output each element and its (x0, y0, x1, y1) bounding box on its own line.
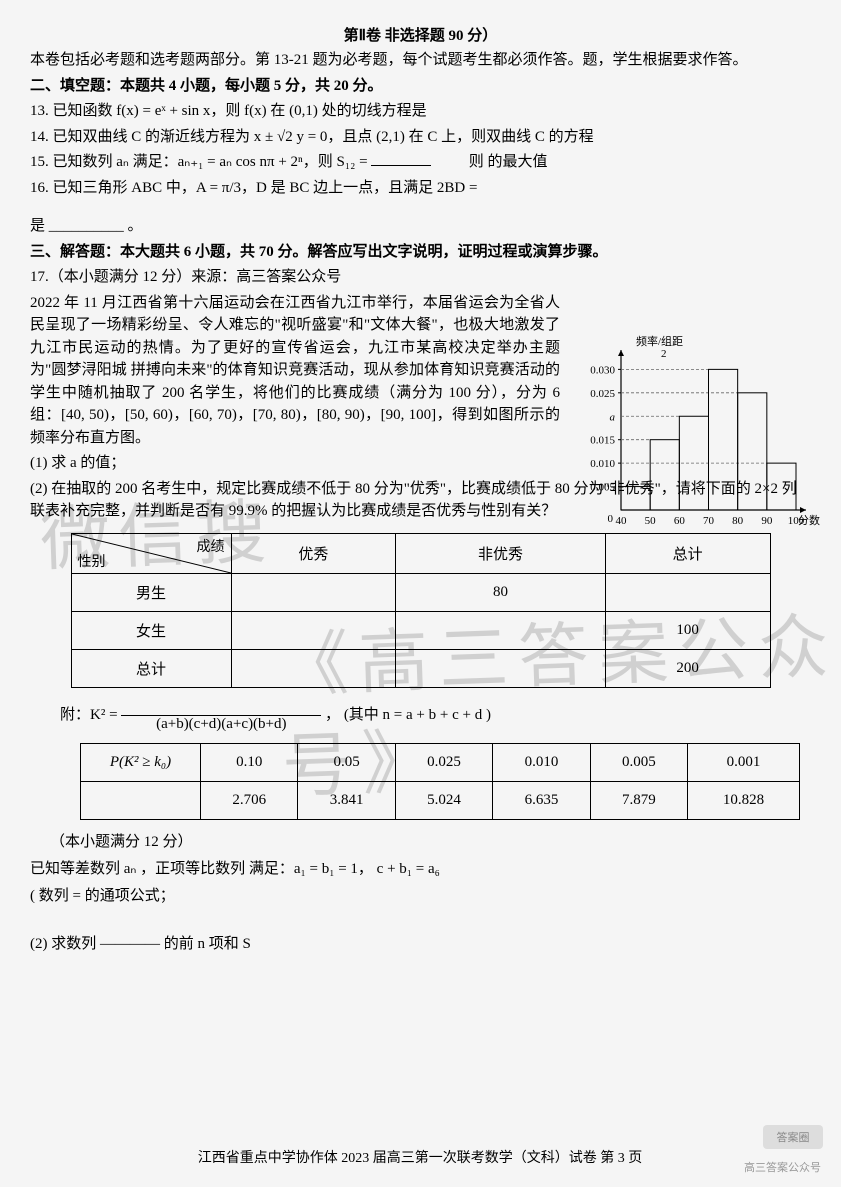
formula-denom: (a+b)(c+d)(a+c)(b+d) (152, 716, 290, 732)
svg-text:0.015: 0.015 (590, 435, 615, 447)
badge-corner: 答案圈 (763, 1125, 823, 1149)
svg-text:0.025: 0.025 (590, 388, 615, 400)
svg-text:60: 60 (674, 515, 686, 527)
corner-top: 成绩 (197, 536, 225, 556)
q18-points: （本小题满分 12 分） (50, 830, 811, 851)
col-header: 优秀 (231, 533, 396, 573)
svg-text:0.010: 0.010 (590, 458, 615, 470)
cell (605, 573, 770, 611)
section2-title: 二、填空题：本题共 4 小题，每小题 5 分，共 20 分。 (30, 75, 811, 98)
page-footer: 江西省重点中学协作体 2023 届高三第一次联考数学（文科）试卷 第 3 页 (30, 1147, 810, 1167)
svg-text:50: 50 (645, 515, 657, 527)
table-corner-cell: 成绩 性别 (71, 533, 231, 573)
contingency-table: 成绩 性别 优秀 非优秀 总计 男生 80 女生 100 总计 200 (71, 533, 771, 688)
col-header: 总计 (605, 533, 770, 573)
cell: 100 (605, 611, 770, 649)
q15-text-a: 15. 已知数列 aₙ 满足：aₙ₊₁ = aₙ cos nπ + 2ⁿ，则 S… (30, 154, 371, 170)
q17-text: 2022 年 11 月江西省第十六届运动会在江西省九江市举行，本届省运会为全省人… (30, 292, 560, 450)
col-header: 非优秀 (396, 533, 606, 573)
cell: 6.635 (493, 781, 590, 819)
table-row: 女生 100 (71, 611, 770, 649)
q13: 13. 已知函数 f(x) = eˣ + sin x，则 f(x) 在 (0,1… (30, 100, 811, 123)
q18-line3: (2) 求数列 ———— 的前 n 项和 S (30, 932, 811, 953)
cell: 5.024 (395, 781, 492, 819)
cell: 0.10 (201, 743, 298, 781)
cell: 80 (396, 573, 606, 611)
svg-text:0: 0 (608, 513, 614, 525)
q15-text-b: 则 的最大值 (469, 154, 548, 170)
q18-line2: ( 数列 = 的通项公式； (30, 884, 811, 905)
row-label: 女生 (71, 611, 231, 649)
section3-title: 三、解答题：本大题共 6 小题，共 70 分。解答应写出文字说明，证明过程或演算… (30, 241, 811, 264)
cell: 0.025 (395, 743, 492, 781)
cell: 2.706 (201, 781, 298, 819)
svg-text:分数: 分数 (798, 514, 820, 527)
svg-text:a: a (610, 411, 616, 423)
corner-bottom: 性别 (78, 551, 106, 571)
cell (396, 611, 606, 649)
cell (231, 649, 396, 687)
q15: 15. 已知数列 aₙ 满足：aₙ₊₁ = aₙ cos nπ + 2ⁿ，则 S… (30, 151, 811, 174)
svg-text:80: 80 (732, 515, 744, 527)
svg-text:2: 2 (661, 348, 667, 360)
table-row: P(K² ≥ k₀) 0.10 0.05 0.025 0.010 0.005 0… (81, 743, 800, 781)
svg-text:0.005: 0.005 (590, 482, 615, 494)
pk-row2 (81, 781, 201, 819)
q16-tail: 是 __________ 。 (30, 215, 811, 238)
table-row: 2.706 3.841 5.024 6.635 7.879 10.828 (81, 781, 800, 819)
q14: 14. 已知双曲线 C 的渐近线方程为 x ± √2 y = 0，且点 (2,1… (30, 126, 811, 149)
svg-text:90: 90 (761, 515, 773, 527)
svg-text:频率/组距: 频率/组距 (636, 334, 683, 348)
pk-table: P(K² ≥ k₀) 0.10 0.05 0.025 0.010 0.005 0… (80, 743, 800, 820)
cell (231, 573, 396, 611)
row-label: 男生 (71, 573, 231, 611)
cell (231, 611, 396, 649)
svg-text:40: 40 (616, 515, 628, 527)
svg-text:0.030: 0.030 (590, 364, 615, 376)
cell: 3.841 (298, 781, 395, 819)
cell (396, 649, 606, 687)
q18-line1: 已知等差数列 aₙ ，正项等比数列 满足：a₁ = b₁ = 1， c + b₁… (30, 857, 811, 878)
q17-sub1: (1) 求 a 的值； (30, 452, 560, 475)
cell: 7.879 (590, 781, 687, 819)
formula-tail: (其中 n = a + b + c + d ) (344, 706, 491, 722)
pk-header: P(K² ≥ k₀) (81, 743, 201, 781)
row-label: 总计 (71, 649, 231, 687)
cell: 0.005 (590, 743, 687, 781)
part2-title: 第Ⅱ卷 非选择题 90 分） (30, 24, 811, 45)
q17-points: 17.（本小题满分 12 分）来源：高三答案公众号 (30, 266, 811, 289)
table-row: 男生 80 (71, 573, 770, 611)
k2-formula: 附：K² = (a+b)(c+d)(a+c)(b+d) ， (其中 n = a … (60, 698, 811, 733)
cell: 0.001 (688, 743, 800, 781)
q16: 16. 已知三角形 ABC 中，A = π/3，D 是 BC 边上一点，且满足 … (30, 177, 811, 200)
formula-prefix: 附：K² = (60, 706, 121, 722)
cell: 200 (605, 649, 770, 687)
table-row: 总计 200 (71, 649, 770, 687)
cell: 10.828 (688, 781, 800, 819)
cell: 0.05 (298, 743, 395, 781)
mandatory-note: 本卷包括必考题和选考题两部分。第 13-21 题为必考题，每个试题考生都必须作答… (30, 49, 811, 72)
histogram-chart: 0.0050.0100.0150.0250.030a40506070809010… (581, 335, 811, 535)
cell: 0.010 (493, 743, 590, 781)
badge-small: 高三答案公众号 (744, 1159, 821, 1175)
svg-text:70: 70 (703, 515, 715, 527)
